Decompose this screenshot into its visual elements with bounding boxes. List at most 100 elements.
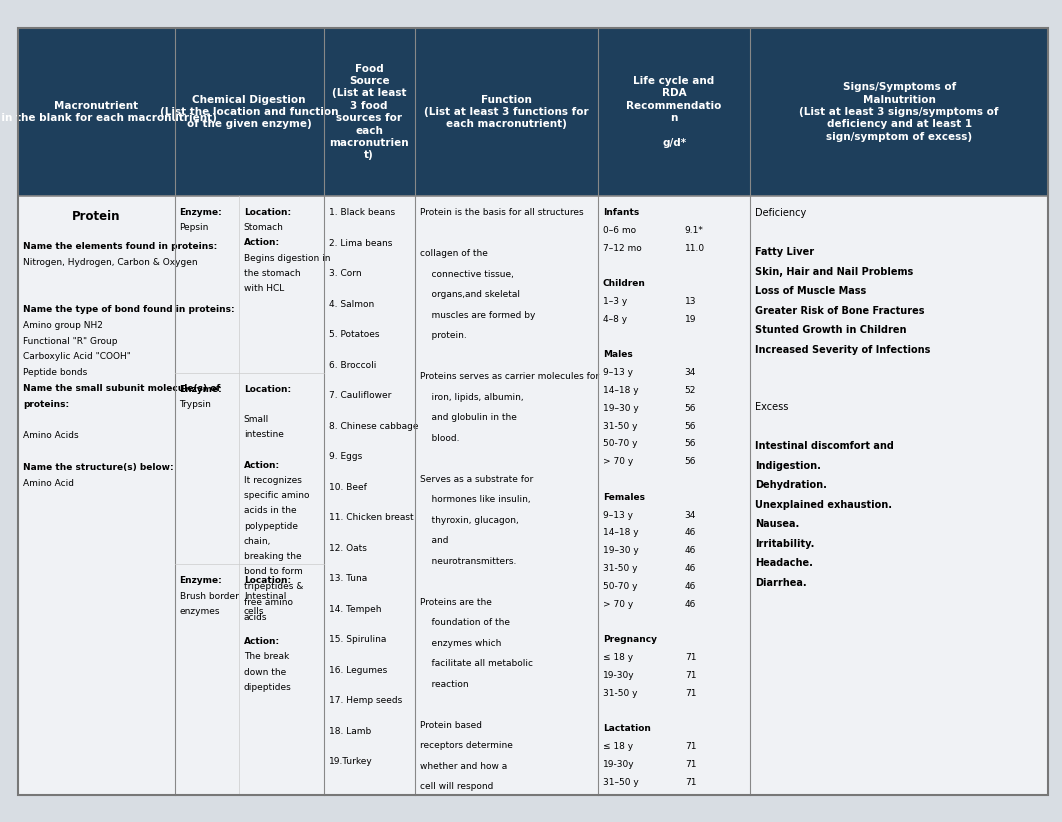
- Text: polypeptide: polypeptide: [244, 521, 297, 530]
- Text: 31-50 y: 31-50 y: [603, 422, 637, 431]
- Text: Dehydration.: Dehydration.: [755, 480, 827, 490]
- Text: Action:: Action:: [244, 637, 280, 646]
- Text: 34: 34: [685, 368, 697, 377]
- Text: Protein based: Protein based: [419, 721, 481, 729]
- Text: 9–13 y: 9–13 y: [603, 368, 633, 377]
- Text: intestine: intestine: [244, 430, 284, 439]
- Text: 71: 71: [685, 689, 697, 698]
- Bar: [18, 196, 1048, 795]
- Text: reaction: reaction: [419, 680, 468, 689]
- Text: dipeptides: dipeptides: [244, 683, 292, 692]
- Text: Unexplained exhaustion.: Unexplained exhaustion.: [755, 500, 892, 510]
- Text: 4–8 y: 4–8 y: [603, 315, 627, 324]
- Text: 34: 34: [685, 510, 697, 520]
- Text: down the: down the: [244, 667, 286, 677]
- Text: 0–6 mo: 0–6 mo: [603, 226, 636, 235]
- Text: Enzyme:: Enzyme:: [179, 576, 222, 585]
- Text: Fatty Liver: Fatty Liver: [755, 247, 815, 257]
- Text: 9.1*: 9.1*: [685, 226, 704, 235]
- Text: 52: 52: [685, 386, 697, 395]
- Text: Diarrhea.: Diarrhea.: [755, 578, 807, 588]
- Text: Skin, Hair and Nail Problems: Skin, Hair and Nail Problems: [755, 266, 913, 276]
- Text: cell will respond: cell will respond: [419, 782, 493, 791]
- Text: receptors determine: receptors determine: [419, 741, 513, 750]
- Text: 19–30 y: 19–30 y: [603, 404, 638, 413]
- Text: Enzyme:: Enzyme:: [179, 208, 222, 217]
- Text: The break: The break: [244, 653, 289, 662]
- Text: It recognizes: It recognizes: [244, 476, 302, 485]
- Text: 9–13 y: 9–13 y: [603, 510, 633, 520]
- Text: Protein: Protein: [72, 210, 120, 223]
- Text: 5. Potatoes: 5. Potatoes: [329, 330, 379, 339]
- Text: 8. Chinese cabbage: 8. Chinese cabbage: [329, 422, 418, 431]
- Text: hormones like insulin,: hormones like insulin,: [419, 495, 530, 504]
- Text: Intestinal: Intestinal: [244, 592, 286, 601]
- Text: Indigestion.: Indigestion.: [755, 460, 821, 470]
- Text: Intestinal discomfort and: Intestinal discomfort and: [755, 441, 894, 451]
- Text: 19-30y: 19-30y: [603, 671, 634, 680]
- Text: chain,: chain,: [244, 537, 271, 546]
- Text: Name the type of bond found in proteins:: Name the type of bond found in proteins:: [23, 305, 235, 314]
- Text: organs,and skeletal: organs,and skeletal: [419, 290, 519, 299]
- Text: > 70 y: > 70 y: [603, 599, 633, 608]
- Text: protein.: protein.: [419, 331, 466, 340]
- Text: breaking the: breaking the: [244, 552, 302, 561]
- Text: 46: 46: [685, 529, 697, 538]
- Text: 10. Beef: 10. Beef: [329, 483, 366, 492]
- Text: Stunted Growth in Children: Stunted Growth in Children: [755, 325, 907, 335]
- Text: 7–12 mo: 7–12 mo: [603, 243, 641, 252]
- Text: Pregnancy: Pregnancy: [603, 635, 657, 644]
- Text: the stomach: the stomach: [244, 269, 301, 278]
- Text: Increased Severity of Infections: Increased Severity of Infections: [755, 344, 930, 354]
- Text: Excess: Excess: [755, 402, 789, 412]
- Text: Signs/Symptoms of
Malnutrition
(List at least 3 signs/symptoms of
deficiency and: Signs/Symptoms of Malnutrition (List at …: [800, 82, 999, 142]
- Text: enzymes: enzymes: [179, 607, 220, 616]
- Text: 46: 46: [685, 564, 697, 573]
- Text: 14–18 y: 14–18 y: [603, 529, 638, 538]
- Text: Food
Source
(List at least
3 food
sources for
each
macronutrien
t): Food Source (List at least 3 food source…: [329, 63, 409, 160]
- Text: 71: 71: [685, 671, 697, 680]
- Text: Small: Small: [244, 415, 269, 424]
- Text: 31–50 y: 31–50 y: [603, 778, 638, 787]
- Text: blood.: blood.: [419, 433, 459, 442]
- Text: acids in the: acids in the: [244, 506, 296, 515]
- Text: 56: 56: [685, 422, 697, 431]
- Text: tripeptides &: tripeptides &: [244, 582, 303, 591]
- Text: 19.Turkey: 19.Turkey: [329, 757, 373, 766]
- Text: connective tissue,: connective tissue,: [419, 270, 513, 279]
- Text: Chemical Digestion
(List the location and function
of the given enzyme): Chemical Digestion (List the location an…: [160, 95, 339, 129]
- Text: Location:: Location:: [244, 576, 291, 585]
- Text: with HCL: with HCL: [244, 284, 284, 293]
- Text: Action:: Action:: [244, 238, 280, 247]
- Text: 17. Hemp seeds: 17. Hemp seeds: [329, 696, 402, 705]
- Text: 31-50 y: 31-50 y: [603, 689, 637, 698]
- Text: Proteins are the: Proteins are the: [419, 598, 492, 607]
- Text: Enzyme:: Enzyme:: [179, 385, 222, 394]
- Text: Action:: Action:: [244, 460, 280, 469]
- Text: 71: 71: [685, 742, 697, 751]
- Bar: [18, 28, 1048, 196]
- Text: iron, lipids, albumin,: iron, lipids, albumin,: [419, 392, 524, 401]
- Text: 15. Spirulina: 15. Spirulina: [329, 635, 387, 644]
- Text: Nitrogen, Hydrogen, Carbon & Oxygen: Nitrogen, Hydrogen, Carbon & Oxygen: [23, 257, 198, 266]
- Text: 71: 71: [685, 760, 697, 769]
- Text: foundation of the: foundation of the: [419, 618, 510, 627]
- Text: acids: acids: [244, 612, 268, 621]
- Text: 50-70 y: 50-70 y: [603, 582, 637, 591]
- Text: 14–18 y: 14–18 y: [603, 386, 638, 395]
- Text: Stomach: Stomach: [244, 224, 284, 232]
- Text: Macronutrient
(Fill in the blank for each macronutrient): Macronutrient (Fill in the blank for eac…: [0, 101, 218, 123]
- Text: collagen of the: collagen of the: [419, 249, 487, 258]
- Text: thyroxin, glucagon,: thyroxin, glucagon,: [419, 515, 518, 524]
- Text: Nausea.: Nausea.: [755, 519, 800, 529]
- Text: Name the structure(s) below:: Name the structure(s) below:: [23, 463, 173, 472]
- Text: 13: 13: [685, 297, 697, 306]
- Text: 56: 56: [685, 457, 697, 466]
- Text: Brush border: Brush border: [179, 592, 239, 601]
- Text: 71: 71: [685, 653, 697, 662]
- Text: 2. Lima beans: 2. Lima beans: [329, 238, 392, 247]
- Text: ≤ 18 y: ≤ 18 y: [603, 742, 633, 751]
- Text: facilitate all metabolic: facilitate all metabolic: [419, 659, 532, 668]
- Text: Trypsin: Trypsin: [179, 400, 211, 409]
- Text: Infants: Infants: [603, 208, 639, 217]
